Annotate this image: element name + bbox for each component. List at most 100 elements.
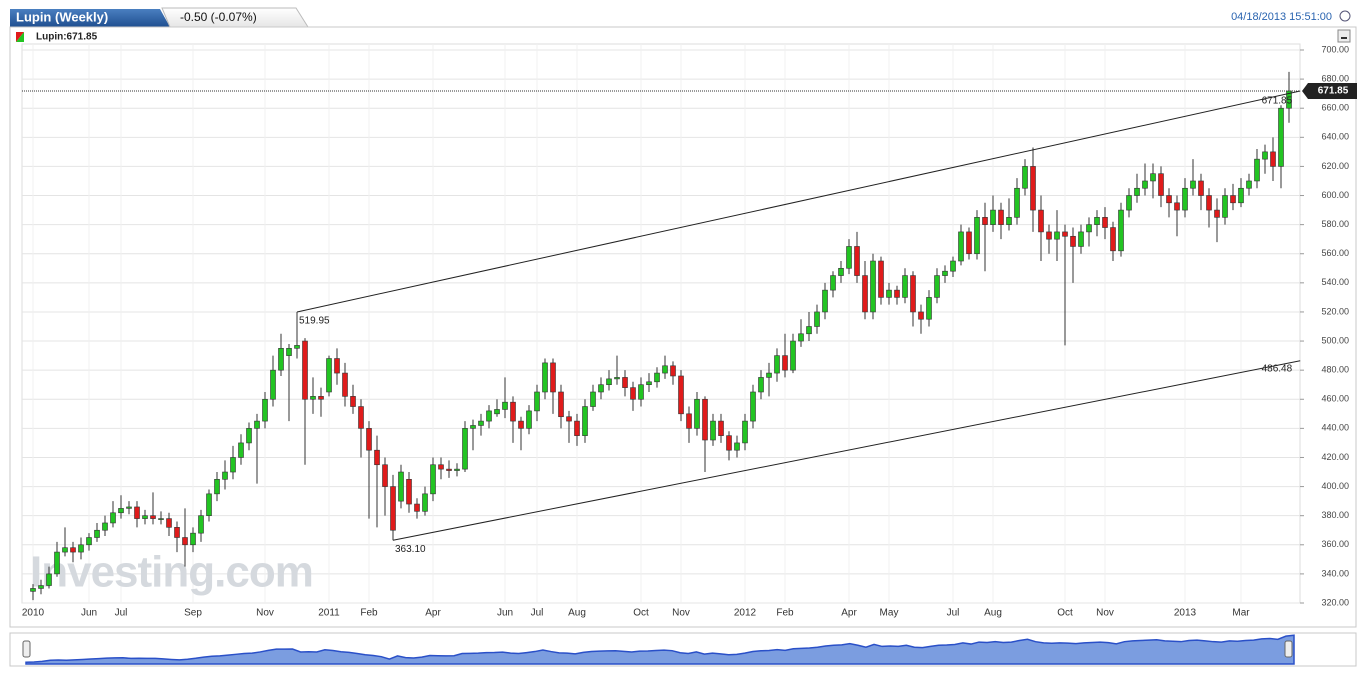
candle-body (806, 326, 812, 335)
x-tick-label: Jul (947, 608, 960, 619)
candle-body (822, 289, 828, 313)
candle-body (294, 345, 300, 349)
candle-body (1086, 224, 1092, 233)
candle-body (1182, 187, 1188, 211)
change: -0.50 (-0.07%) (180, 10, 257, 24)
candle-body (86, 537, 92, 546)
candle-body (422, 493, 428, 512)
minimize-button[interactable] (1337, 29, 1351, 43)
candle-body (766, 372, 772, 378)
x-tick-label: Mar (1232, 608, 1250, 619)
candle-body (118, 508, 124, 514)
candle-body (774, 355, 780, 374)
navigator-handle[interactable] (22, 640, 31, 658)
candle-body (478, 420, 484, 426)
x-tick-label: Jun (497, 608, 513, 619)
candle-body (686, 413, 692, 429)
candle-body (1246, 180, 1252, 189)
candle-body (230, 457, 236, 473)
candle-body (270, 369, 276, 400)
candle-body (206, 493, 212, 516)
legend-icon (16, 32, 24, 42)
candle-body (1150, 173, 1156, 182)
y-tick-label: 660.00 (1321, 103, 1349, 113)
candle-body (334, 358, 340, 374)
timestamp: 04/18/2013 15:51:00 (1231, 11, 1332, 23)
candle-body (910, 275, 916, 313)
candle-body (574, 420, 580, 436)
x-tick-label: Aug (984, 608, 1002, 619)
candle-body (950, 260, 956, 272)
y-tick-label: 440.00 (1321, 423, 1349, 433)
candle-body (974, 217, 980, 255)
y-tick-label: 380.00 (1321, 510, 1349, 520)
x-tick-label: Oct (633, 608, 649, 619)
candle-body (1046, 231, 1052, 240)
candle-body (798, 333, 804, 342)
candle-body (350, 396, 356, 407)
y-tick-label: 320.00 (1321, 597, 1349, 607)
candle-body (158, 518, 164, 520)
candle-body (1198, 180, 1204, 196)
x-tick-label: Aug (568, 608, 586, 619)
candle-body (94, 529, 100, 538)
candle-body (782, 355, 788, 371)
candle-body (1062, 231, 1068, 237)
candle-body (278, 348, 284, 371)
y-tick-label: 500.00 (1321, 335, 1349, 345)
candle-body (550, 362, 556, 393)
trendline (296, 90, 1301, 313)
candle-body (542, 362, 548, 393)
candle-body (942, 270, 948, 276)
candle-body (62, 547, 68, 553)
navigator-handle[interactable] (1284, 640, 1293, 658)
candle-body (1054, 231, 1060, 240)
candle-body (814, 311, 820, 327)
candle-body (614, 377, 620, 380)
candle-body (318, 396, 324, 400)
candle-body (846, 246, 852, 269)
candle-body (366, 428, 372, 451)
y-tick-label: 460.00 (1321, 394, 1349, 404)
price-tag (1302, 82, 1357, 99)
candle-body (534, 391, 540, 412)
x-tick-label: Feb (360, 608, 378, 619)
y-tick-label: 360.00 (1321, 539, 1349, 549)
candle-body (1118, 209, 1124, 252)
candle-body (734, 442, 740, 451)
candle-body (990, 209, 996, 225)
candle-body (398, 471, 404, 502)
candle-body (342, 372, 348, 397)
y-tick-label: 400.00 (1321, 481, 1349, 491)
candle-body (166, 518, 172, 528)
x-tick-label: 2013 (1174, 608, 1197, 619)
candle-body (174, 527, 180, 538)
candle-body (486, 410, 492, 422)
candle-body (246, 428, 252, 444)
trendline-label: 363.10 (395, 544, 426, 555)
candle-body (142, 515, 148, 519)
candle-body (582, 406, 588, 436)
candle-body (1190, 180, 1196, 189)
candle-body (182, 537, 188, 546)
candle-body (494, 409, 500, 415)
legend: Lupin:671.85 (36, 32, 98, 43)
candle-body (222, 471, 228, 480)
trendline (392, 360, 1301, 541)
x-tick-label: May (880, 608, 899, 619)
y-tick-label: 540.00 (1321, 277, 1349, 287)
x-tick-label: Feb (776, 608, 794, 619)
navigator-group (25, 634, 1295, 665)
candle-body (46, 573, 52, 586)
candle-body (958, 231, 964, 262)
candle-body (1166, 195, 1172, 204)
candle-body (1230, 195, 1236, 204)
candle-body (454, 468, 460, 471)
candle-body (630, 387, 636, 400)
candle-body (558, 391, 564, 418)
candle-body (742, 420, 748, 444)
settings-button[interactable] (1339, 10, 1351, 22)
candle-body (526, 410, 532, 429)
candle-body (1134, 187, 1140, 196)
